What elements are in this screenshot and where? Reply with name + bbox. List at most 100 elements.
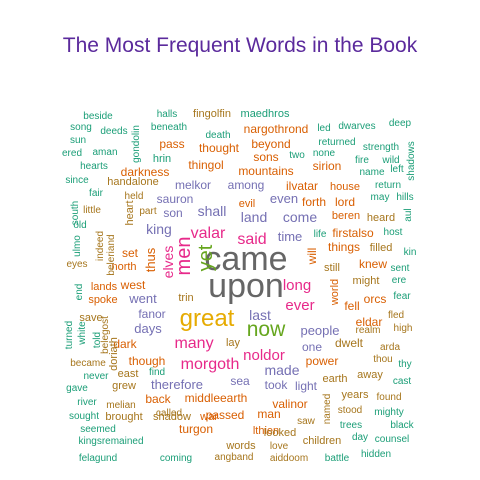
word-aul: aul xyxy=(403,208,414,221)
word-cast: cast xyxy=(393,376,412,387)
word-knew: knew xyxy=(359,257,387,271)
word-shall: shall xyxy=(198,203,227,219)
word-deeds: deeds xyxy=(100,126,127,137)
word-last: last xyxy=(249,307,271,323)
word-earth: earth xyxy=(322,373,347,385)
word-named: named xyxy=(322,394,333,425)
word-said: said xyxy=(237,231,266,248)
word-melian: melian xyxy=(106,400,135,411)
word-realm: realm xyxy=(355,325,380,336)
word-may: may xyxy=(371,192,390,203)
word-upon: upon xyxy=(208,267,284,305)
chart-title: The Most Frequent Words in the Book xyxy=(62,34,418,57)
word-spoke: spoke xyxy=(88,294,117,306)
word-none: none xyxy=(313,148,336,159)
word-fire: fire xyxy=(355,155,369,166)
word-men: men xyxy=(173,237,195,276)
word-filled: filled xyxy=(370,242,393,254)
word-arda: arda xyxy=(380,342,400,353)
word-thou: thou xyxy=(373,354,392,365)
word-darkness: darkness xyxy=(121,165,170,179)
word-trees: trees xyxy=(340,420,362,431)
word-death: death xyxy=(205,130,230,141)
word-strength: strength xyxy=(363,142,399,153)
word-ere: ere xyxy=(392,275,407,286)
word-never: never xyxy=(83,371,109,382)
word-elves: elves xyxy=(160,246,176,279)
word-house: house xyxy=(330,181,360,193)
word-firstalso: firstalso xyxy=(332,226,374,240)
word-set: set xyxy=(122,246,139,260)
word-since: since xyxy=(65,175,89,186)
word-sirion: sirion xyxy=(313,159,342,173)
word-sun: sun xyxy=(70,135,86,146)
word-turgon: turgon xyxy=(179,422,213,436)
word-hrin: hrin xyxy=(153,153,171,165)
word-maedhros: maedhros xyxy=(241,108,290,120)
word-world: world xyxy=(329,279,341,306)
word-ered: ered xyxy=(62,148,82,159)
word-part: part xyxy=(139,206,156,217)
word-one: one xyxy=(302,340,322,354)
word-fell: fell xyxy=(344,299,359,313)
word-wild: wild xyxy=(381,155,399,166)
word-among: among xyxy=(228,178,265,192)
word-indeed: indeed xyxy=(95,231,106,261)
word-white: white xyxy=(77,321,88,346)
word-days: days xyxy=(134,321,162,336)
word-back: back xyxy=(145,392,171,406)
word-end: end xyxy=(74,284,85,301)
word-light: light xyxy=(295,379,318,393)
word-north: north xyxy=(111,261,136,273)
word-handalone: handalone xyxy=(107,176,158,188)
word-doriath: doriath xyxy=(108,337,120,371)
word-morgoth: morgoth xyxy=(181,356,240,373)
word-old: old xyxy=(73,220,86,231)
word-lord: lord xyxy=(335,195,355,209)
word-found: found xyxy=(376,392,401,403)
word-name: name xyxy=(359,167,384,178)
word-eyes: eyes xyxy=(66,259,87,270)
word-fair: fair xyxy=(89,188,104,199)
word-noldor: noldor xyxy=(243,347,285,364)
word-deep: deep xyxy=(389,118,412,129)
word-ilvatar: ilvatar xyxy=(286,179,318,193)
word-children: children xyxy=(303,435,342,447)
word-held: held xyxy=(125,191,144,202)
word-many: many xyxy=(174,335,213,352)
word-son: son xyxy=(163,206,182,220)
word-time: time xyxy=(278,229,303,244)
word-find: find xyxy=(149,367,165,378)
word-shadows: shadows xyxy=(406,141,417,180)
word-told: told xyxy=(92,332,103,348)
word-day: day xyxy=(352,432,368,443)
word-return: return xyxy=(375,180,401,191)
word-fanor: fanor xyxy=(138,307,165,321)
word-now: now xyxy=(247,318,286,341)
word-mountains: mountains xyxy=(238,164,293,178)
word-black: black xyxy=(390,420,414,431)
word-passed: passed xyxy=(206,408,245,422)
word-saw: saw xyxy=(297,416,316,427)
word-ever: ever xyxy=(285,297,314,314)
word-looked: looked xyxy=(264,427,296,439)
word-valinor: valinor xyxy=(272,397,307,411)
word-high: high xyxy=(394,323,413,334)
word-led: led xyxy=(317,123,330,134)
word-ulmo: ulmo xyxy=(72,235,83,257)
word-battle: battle xyxy=(325,453,350,464)
word-fled: fled xyxy=(388,310,404,321)
word-beneath: beneath xyxy=(151,122,187,133)
word-forth: forth xyxy=(302,195,326,209)
word-life: life xyxy=(314,229,327,240)
word-dwelt: dwelt xyxy=(335,336,364,350)
word-though: though xyxy=(129,354,166,368)
word-host: host xyxy=(384,227,403,238)
word-fear: fear xyxy=(393,291,411,302)
word-thingol: thingol xyxy=(188,158,223,172)
word-fingolfin: fingolfin xyxy=(193,108,231,120)
word-great: great xyxy=(180,305,235,332)
word-east: east xyxy=(118,368,139,380)
word-beleriand: beleriand xyxy=(106,234,117,275)
word-will: will xyxy=(305,248,319,266)
